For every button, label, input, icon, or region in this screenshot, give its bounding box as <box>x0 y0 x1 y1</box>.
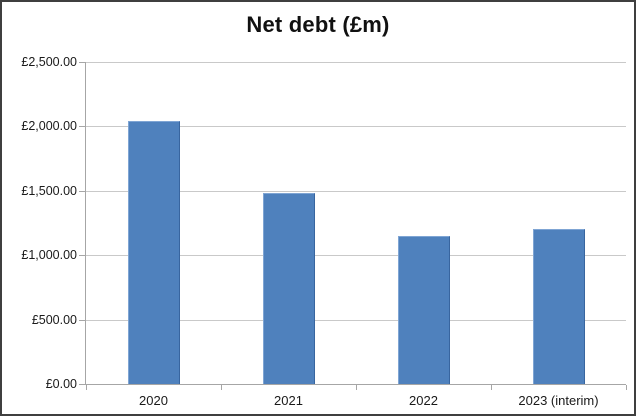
x-tick <box>221 385 222 390</box>
y-tick <box>79 62 85 63</box>
y-tick <box>79 191 85 192</box>
y-axis-label: £500.00 <box>31 313 77 327</box>
x-tick <box>491 385 492 390</box>
y-axis-label: £1,500.00 <box>21 184 77 198</box>
x-axis-label: 2020 <box>139 393 168 408</box>
gridline <box>86 126 626 127</box>
bar <box>533 229 585 384</box>
y-tick <box>79 384 85 385</box>
y-tick <box>79 320 85 321</box>
bar <box>263 193 315 384</box>
bar <box>398 236 450 384</box>
x-tick <box>626 385 627 390</box>
x-axis-label: 2021 <box>274 393 303 408</box>
gridline <box>86 255 626 256</box>
gridline <box>86 320 626 321</box>
y-axis-label: £0.00 <box>45 377 77 391</box>
chart-title: Net debt (£m) <box>246 12 390 37</box>
y-tick <box>79 126 85 127</box>
bar <box>128 121 180 384</box>
gridline <box>86 191 626 192</box>
y-axis-label: £2,000.00 <box>21 119 77 133</box>
gridline <box>86 62 626 63</box>
y-tick <box>79 255 85 256</box>
x-axis-label: 2022 <box>409 393 438 408</box>
y-axis-label: £2,500.00 <box>21 55 77 69</box>
y-axis-label: £1,000.00 <box>21 248 77 262</box>
x-tick <box>86 385 87 390</box>
x-tick <box>356 385 357 390</box>
plot-area: £0.00 £500.00 £1,000.00 £1,500.00 £2,000.00 £… <box>21 55 627 408</box>
x-axis-label: 2023 (interim) <box>518 393 599 408</box>
